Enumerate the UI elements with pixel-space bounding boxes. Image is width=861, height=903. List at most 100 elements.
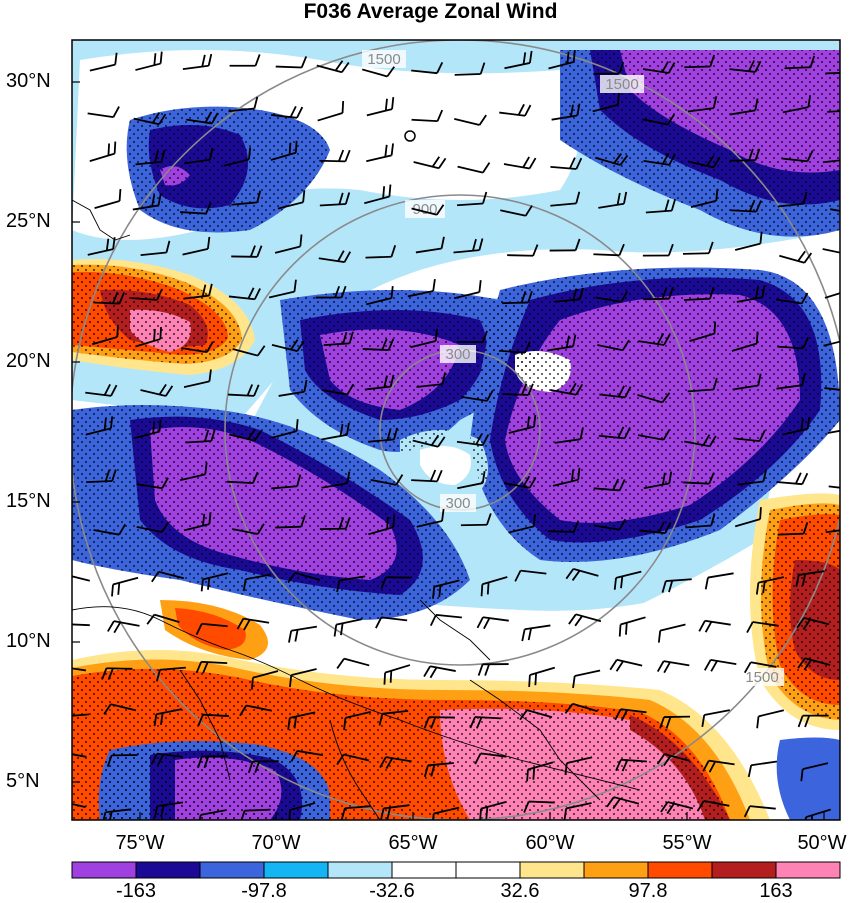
lon-label-55w: 55°W: [647, 832, 727, 855]
wind-barb: [275, 527, 301, 528]
lon-label-65w: 65°W: [373, 832, 453, 855]
wind-barb: [778, 534, 804, 535]
wind-barb-flag: [535, 673, 536, 685]
wind-barb-flag: [105, 418, 106, 430]
ring-label-300: 300: [445, 495, 470, 512]
wind-barb: [365, 257, 391, 258]
wind-barb-flag: [855, 479, 860, 490]
wind-barb: [825, 73, 851, 74]
wind-barb-flag: [574, 50, 575, 62]
wind-barb-flag: [842, 243, 848, 253]
wind-barb-flag: [154, 329, 155, 341]
ring-label-1500: 1500: [745, 669, 778, 686]
wind-barb-flag: [252, 678, 253, 690]
ring-label-1500: 1500: [367, 51, 400, 68]
wind-barb-flag: [66, 716, 69, 728]
wind-barb-flag: [290, 143, 291, 155]
lon-label-60w: 60°W: [510, 832, 590, 855]
wind-barb: [548, 531, 574, 532]
wind-barb: [502, 303, 528, 304]
wind-barb-flag: [439, 585, 440, 597]
wind-barb-flag: [849, 328, 850, 340]
wind-barb-flag: [567, 52, 568, 64]
wind-barb: [363, 349, 389, 350]
wind-barb-flag: [482, 584, 483, 596]
wind-barb-flag: [300, 235, 301, 247]
wind-barb-flag: [391, 286, 392, 298]
wind-barb-flag: [811, 815, 812, 827]
wind-barb-flag: [384, 673, 385, 685]
colorbar-swatch: [136, 862, 200, 878]
lon-label-70w: 70°W: [236, 832, 316, 855]
wind-barb-flag: [805, 817, 806, 829]
wind-barb-flag: [58, 574, 65, 584]
wind-barb: [93, 303, 119, 304]
wind-barb-flag: [161, 52, 162, 64]
wind-barb-flag: [620, 625, 621, 637]
colorbar-swatch: [584, 862, 648, 878]
wind-barb-flag: [386, 99, 387, 111]
wind-barb-flag: [760, 232, 761, 244]
wind-barb: [86, 481, 112, 482]
wind-barb-flag: [60, 716, 63, 728]
wind-barb-flag: [115, 142, 116, 154]
wind-barb: [64, 624, 90, 625]
wind-barb: [245, 810, 271, 811]
wind-barb: [502, 394, 528, 395]
wind-barb-flag: [852, 517, 855, 529]
wind-barb: [593, 254, 619, 255]
wind-barb-flag: [160, 327, 161, 339]
wind-barb-flag: [488, 582, 489, 594]
wind-barb-flag: [343, 101, 344, 113]
wind-barb-flag: [436, 329, 437, 341]
wind-barb: [106, 668, 132, 669]
wind-barb-flag: [433, 587, 434, 599]
lat-label-25n: 25°N: [6, 210, 70, 233]
plot-area: 1500 900 300 300 1500 1500: [54, 40, 861, 829]
lat-label-20n: 20°N: [6, 350, 70, 373]
wind-barb-flag: [618, 93, 619, 105]
wind-barb: [276, 67, 302, 68]
wind-barb-flag: [391, 671, 392, 683]
colorbar-swatch: [648, 862, 712, 878]
wind-barb-flag: [296, 141, 297, 153]
wind-barb-flag: [856, 203, 861, 213]
lon-label-50w: 50°W: [782, 832, 861, 855]
wind-barb-flag: [112, 585, 113, 597]
medium-blue-region: [777, 738, 840, 821]
wind-barb-flag: [61, 753, 67, 763]
lat-label-10n: 10°N: [6, 630, 70, 653]
wind-barb-flag: [714, 322, 715, 334]
wind-barb-flag: [159, 420, 160, 432]
wind-barb-flag: [716, 189, 717, 201]
wind-barb-flag: [850, 380, 855, 391]
wind-barb: [507, 255, 533, 256]
wind-barb-flag: [850, 278, 851, 290]
wind-barb-flag: [117, 325, 118, 337]
wind-barb-flag: [845, 518, 848, 530]
wind-barb-flag: [108, 143, 109, 155]
wind-barb-flag: [392, 97, 393, 109]
ring-label-300: 300: [445, 346, 470, 363]
wind-barb-flag: [849, 202, 855, 212]
wind-barb-flag: [383, 186, 384, 198]
colorbar-swatch: [392, 862, 456, 878]
wind-barb-flag: [387, 517, 388, 529]
wind-barb-flag: [534, 514, 535, 526]
wind-barb-flag: [153, 421, 154, 433]
wind-barb-flag: [534, 415, 535, 427]
ring-label-1500: 1500: [605, 76, 638, 93]
wind-barb-flag: [393, 515, 394, 527]
colorbar: [72, 862, 840, 878]
colorbar-swatch: [520, 862, 584, 878]
wind-barb-flag: [111, 416, 112, 428]
wind-barb-flag: [757, 332, 758, 344]
wind-barb-flag: [154, 53, 155, 65]
wind-barb-flag: [847, 418, 849, 430]
lat-label-5n: 5°N: [6, 770, 70, 793]
colorbar-swatch: [264, 862, 328, 878]
lat-label-15n: 15°N: [6, 490, 70, 513]
wind-barb-flag: [529, 675, 530, 687]
wind-barb: [202, 756, 228, 757]
